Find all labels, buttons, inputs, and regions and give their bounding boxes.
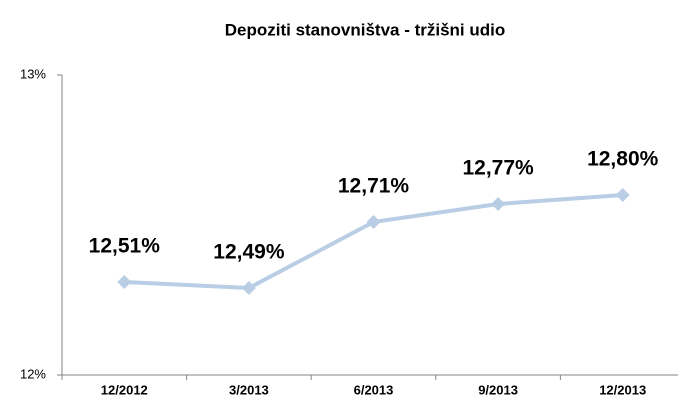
- x-tick-label: 3/2013: [229, 382, 269, 397]
- y-tick-label: 12%: [20, 366, 46, 381]
- marker: [366, 215, 381, 229]
- y-tick-label: 13%: [20, 66, 46, 81]
- x-tick-label: 12/2013: [599, 382, 646, 397]
- data-label: 12,77%: [462, 157, 534, 180]
- marker: [491, 197, 506, 211]
- x-tick-label: 6/2013: [354, 382, 394, 397]
- data-line: [124, 193, 623, 290]
- data-label: 12,71%: [338, 175, 410, 198]
- marker: [117, 275, 132, 289]
- data-label: 12,49%: [213, 241, 285, 264]
- marker: [241, 281, 256, 295]
- marker: [615, 188, 630, 202]
- data-label: 12,51%: [89, 235, 161, 258]
- x-tick-label: 9/2013: [478, 382, 518, 397]
- chart-title: Depoziti stanovništva - tržišni udio: [225, 20, 506, 39]
- data-label: 12,80%: [587, 148, 659, 171]
- x-tick-label: 12/2012: [101, 382, 148, 397]
